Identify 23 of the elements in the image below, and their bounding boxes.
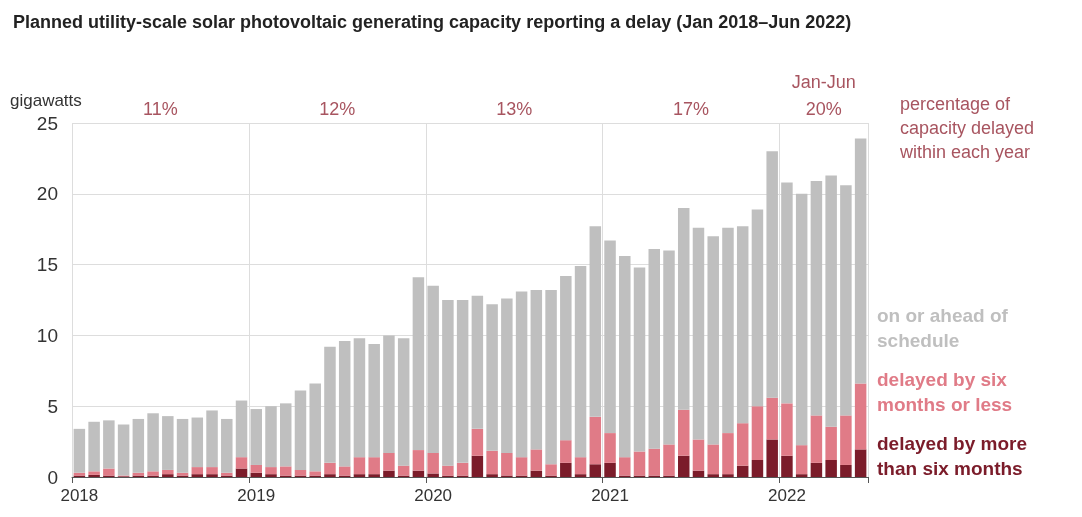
text: 12% xyxy=(319,99,356,119)
series-label: delayed by six months or less xyxy=(877,369,1013,415)
y-tick-label: 15 xyxy=(36,254,58,276)
chart-title: Planned utility-scale solar photovoltaic generating capacity reporting a delay (Jan 2018–Jun 2022) xyxy=(13,12,852,32)
text: 13% xyxy=(496,99,533,119)
x-tick-label: 2021 xyxy=(591,486,629,505)
y-tick-label: 5 xyxy=(47,395,58,417)
text: percentage of capacity delayed within each year xyxy=(899,94,1040,162)
x-tick-label: 2018 xyxy=(60,486,99,505)
text: 20% xyxy=(805,99,842,119)
text: Jan-Jun xyxy=(791,72,856,92)
series-label: on or ahead of schedule xyxy=(877,305,1014,351)
y-tick-label: 20 xyxy=(36,183,58,205)
y-axis-title: gigawatts xyxy=(10,91,82,110)
x-tick-label: 2019 xyxy=(237,486,276,505)
text: 17% xyxy=(673,99,710,119)
x-tick-label: 2022 xyxy=(768,486,806,505)
series-label: delayed by more than six months xyxy=(877,433,1033,479)
x-tick-label: 2020 xyxy=(414,486,453,505)
y-tick-label: 10 xyxy=(36,324,58,346)
text: 11% xyxy=(143,99,178,119)
y-tick-label: 25 xyxy=(36,112,58,134)
y-tick-label: 0 xyxy=(47,466,58,488)
